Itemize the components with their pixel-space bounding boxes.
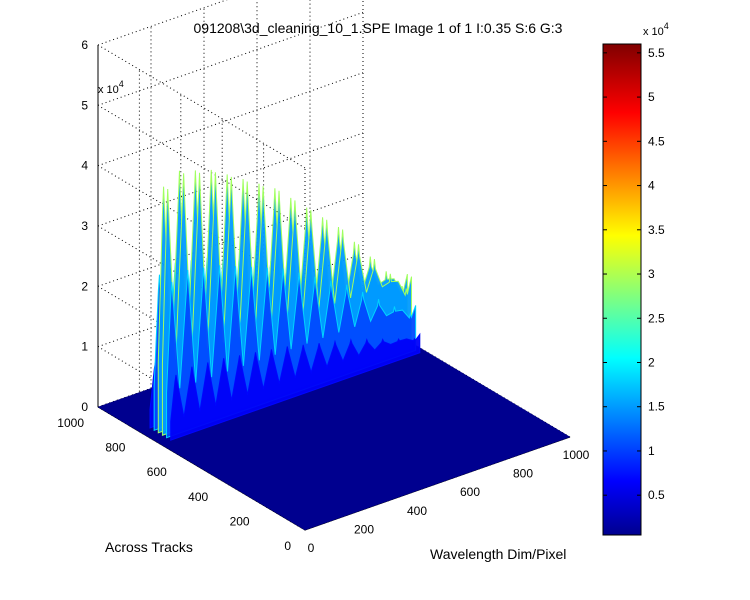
grid-line [97,72,364,167]
y-tick-label: 1000 [57,416,84,430]
grid-line [97,132,364,227]
z-tick-label: 4 [81,159,88,173]
x-tick-label: 0 [308,541,315,555]
colorbar-tick-label: 2.5 [648,311,665,325]
colorbar-multiplier: x 104 [643,21,669,38]
colorbar-tick-label: 1.5 [648,400,665,414]
axes-3d: 0 200 400 600 800 1000 0 200 400 600 800 1000 0 1 2 3 4 5… [57,0,590,555]
y-tick-label: 600 [147,465,167,479]
colorbar [602,43,642,536]
colorbar-tick-label: 5 [648,90,655,104]
x-axis-label: Wavelength Dim/Pixel [430,546,566,562]
colorbar-tick-label: 0.5 [648,488,665,502]
colorbar-tick-label: 4 [648,179,655,193]
x-tick-label: 800 [513,467,533,481]
colorbar-tick-label: 3 [648,267,655,281]
colorbar-tick-label: 1 [648,444,655,458]
x-tick-label: 200 [354,522,374,536]
colorbar-tick-label: 4.5 [648,134,665,148]
y-tick-label: 200 [230,514,250,528]
z-tick-label: 1 [81,340,88,354]
x-tick-label: 400 [407,504,427,518]
z-tick-label: 2 [81,279,88,293]
colorbar-tick-label: 2 [648,355,655,369]
surface-mesh [97,169,571,531]
x-tick-label: 1000 [563,448,590,462]
z-tick-label: 5 [81,98,88,112]
colorbar-tick-label: 5.5 [648,46,665,60]
y-tick-label: 400 [188,490,208,504]
plot-title: 091208\3d_cleaning_10_1.SPE Image 1 of 1… [194,20,563,36]
x-tick-label: 600 [460,485,480,499]
colorbar-tick-label: 3.5 [648,223,665,237]
y-tick-label: 800 [105,441,125,455]
colorbar-ticks: 0.5 1 1.5 2 2.5 3 3.5 4 4.5 5 5.5 [603,46,665,502]
grid-line [97,44,306,169]
tick-labels: 0 200 400 600 800 1000 0 200 400 600 800 1000 0 1 2 3 4 5… [57,38,589,555]
surface-ridge-row [170,332,421,441]
z-tick-label: 3 [81,219,88,233]
grid-line [97,11,364,106]
z-multiplier: x 104 [98,79,124,96]
grid-line [97,104,306,229]
y-axis-label: Across Tracks [105,539,193,555]
y-tick-label: 0 [284,539,291,553]
z-tick-label: 0 [81,400,88,414]
z-tick-label: 6 [81,38,88,52]
